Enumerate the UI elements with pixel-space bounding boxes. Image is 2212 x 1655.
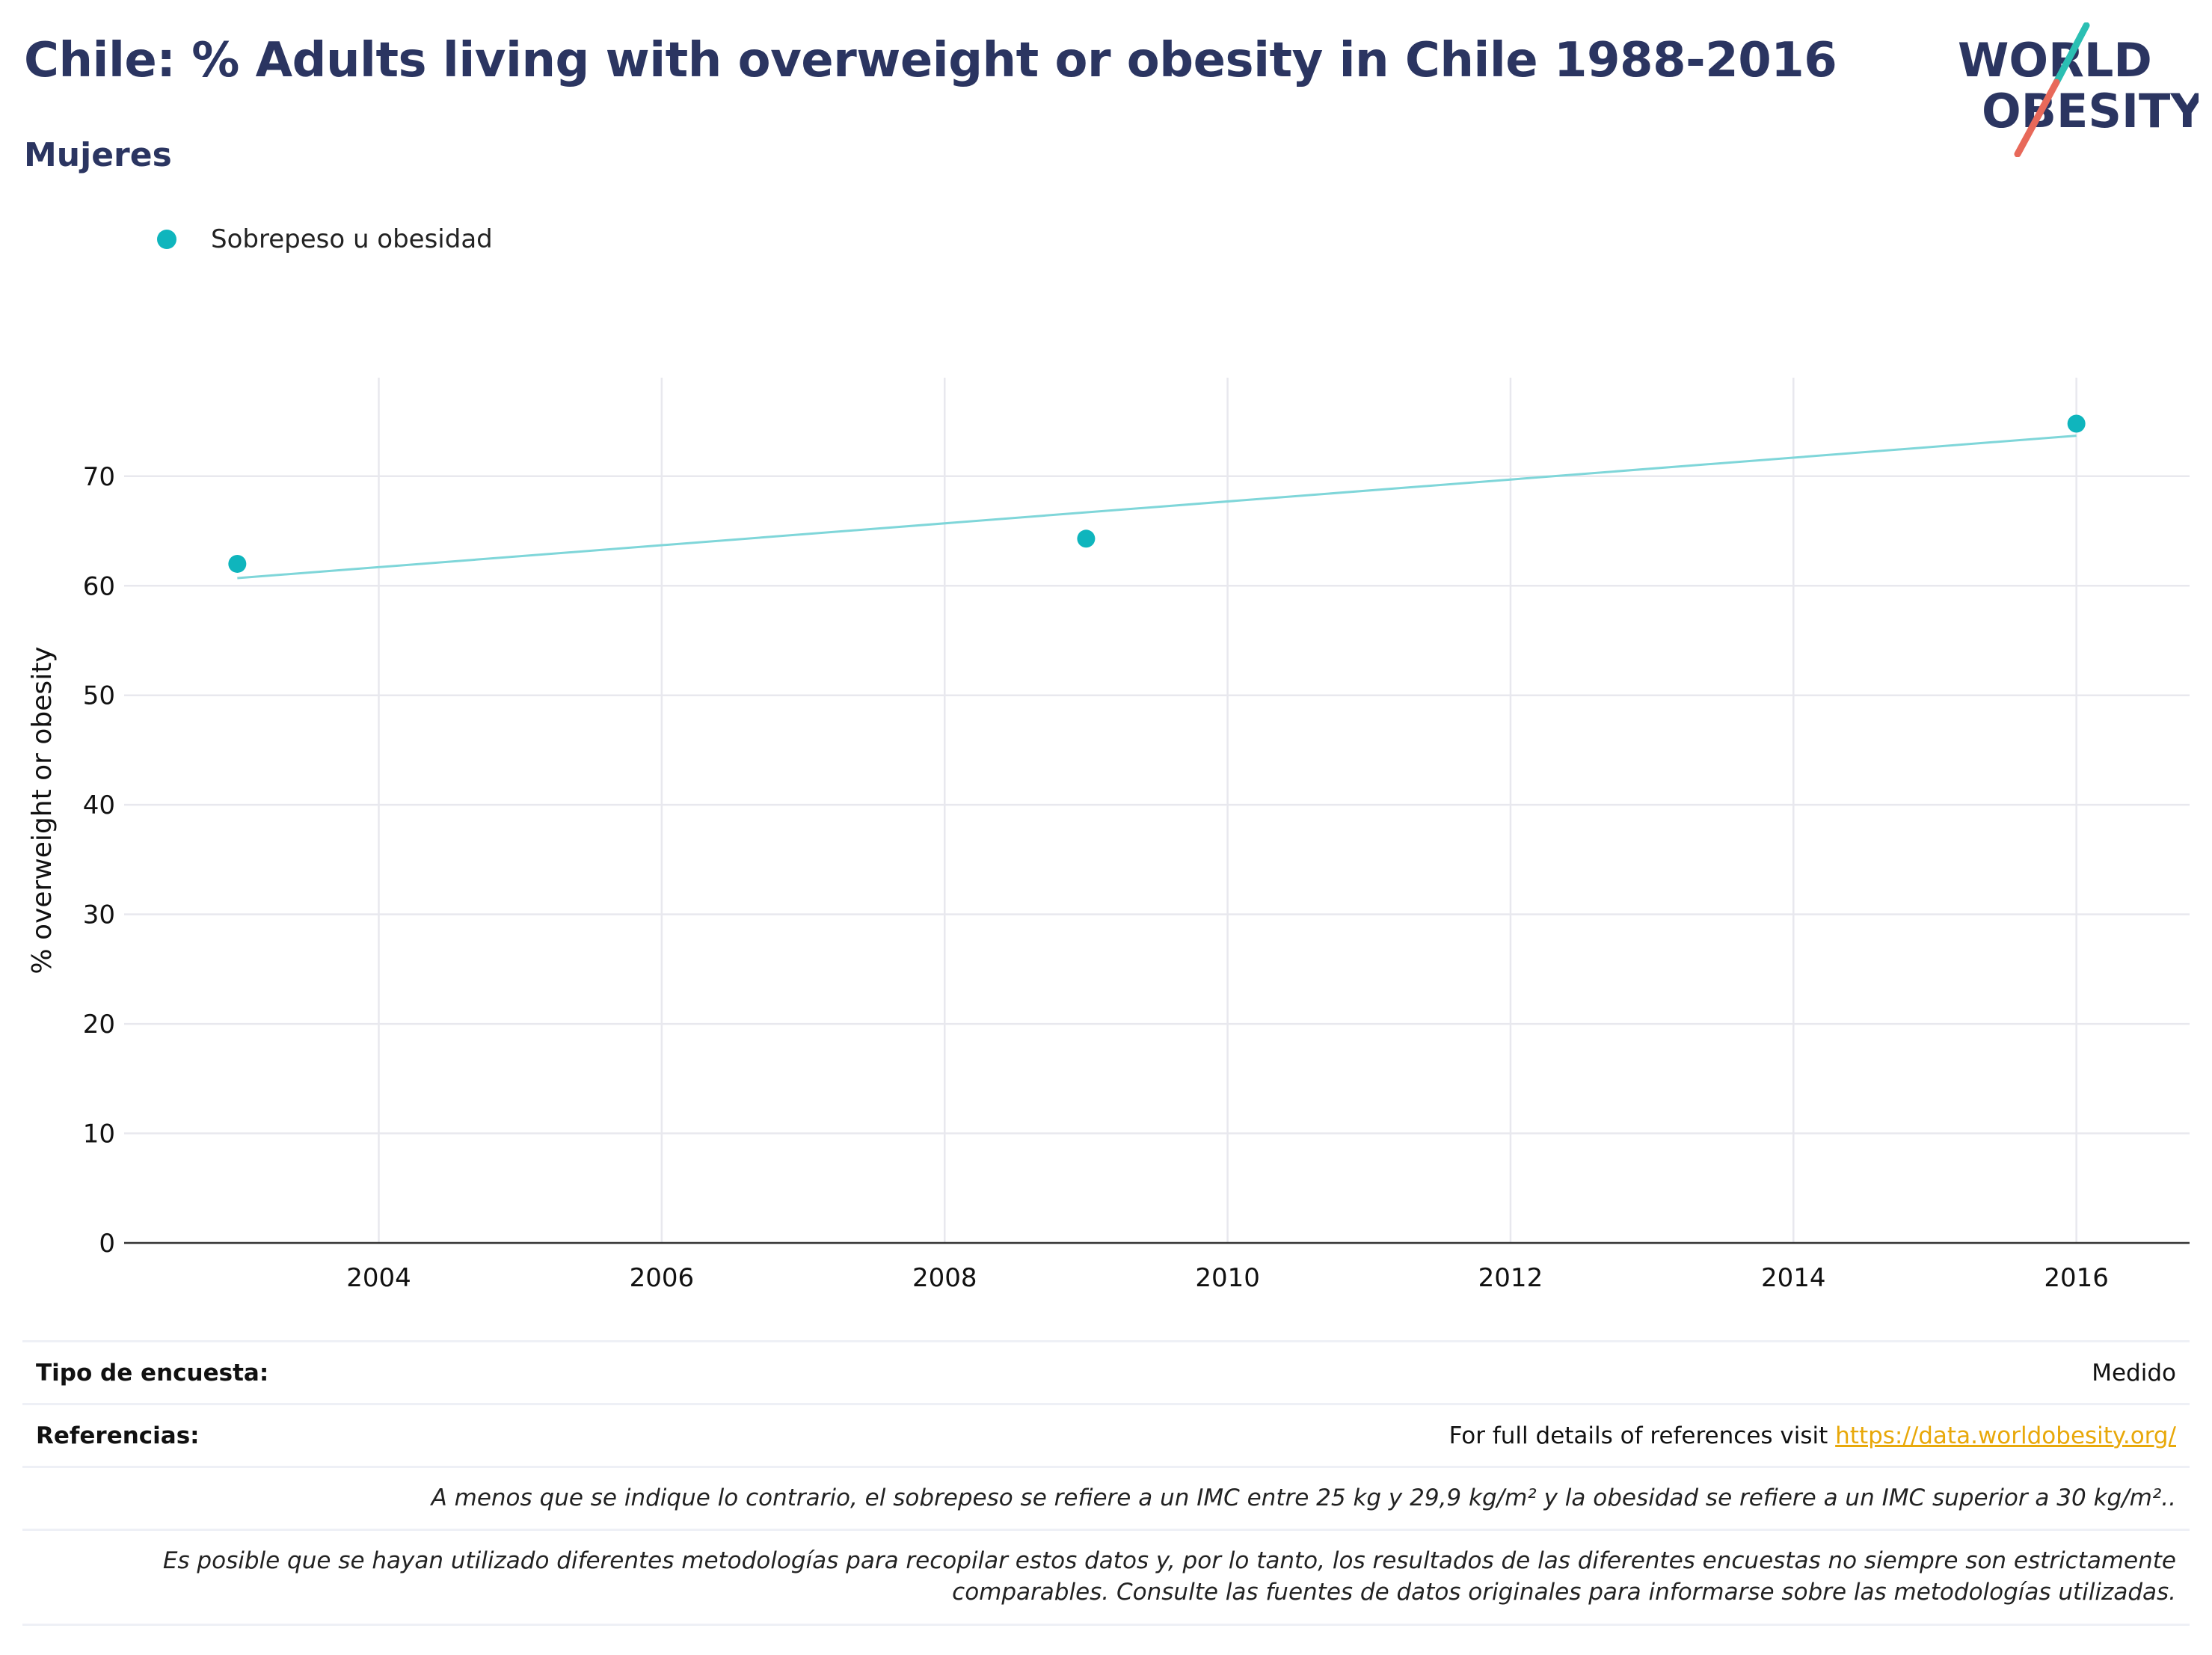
y-tick-label: 30 — [83, 900, 115, 930]
methodology-note: Es posible que se hayan utilizado difere… — [36, 1546, 2176, 1609]
y-tick-label: 50 — [83, 681, 115, 711]
logo-coral-slash — [2014, 79, 2060, 157]
data-point — [1077, 529, 1096, 548]
logo-word-obesity: OBESITY — [1982, 84, 2199, 138]
logo-teal-slash — [2053, 22, 2090, 86]
point-layer — [228, 414, 2086, 573]
scatter-chart: 0 10 20 30 40 50 60 70 2004 2006 2008 2010 2012 2014 2… — [27, 378, 2190, 1293]
grid-layer — [124, 378, 2190, 1243]
y-tick-label: 60 — [83, 571, 115, 601]
x-tick-label: 2014 — [1761, 1263, 1826, 1293]
y-tick-label: 0 — [99, 1229, 115, 1259]
survey-type-value: Medido — [2092, 1359, 2176, 1387]
y-tick-label: 70 — [83, 462, 115, 492]
references-row: Referencias: For full details of referen… — [22, 1403, 2190, 1466]
survey-type-label: Tipo de encuesta: — [36, 1359, 269, 1387]
y-tick-label: 40 — [83, 790, 115, 820]
world-obesity-logo: WORLD OBESITY — [1958, 22, 2199, 157]
legend-marker-icon — [157, 230, 176, 249]
references-label: Referencias: — [36, 1422, 200, 1449]
x-tick-label: 2010 — [1195, 1263, 1260, 1293]
y-tick-label: 10 — [83, 1120, 115, 1149]
references-value: For full details of references visit htt… — [1449, 1422, 2176, 1449]
y-axis-label: % overweight or obesity — [27, 646, 58, 974]
metadata-table: Tipo de encuesta: Medido Referencias: Fo… — [22, 1340, 2190, 1626]
x-tick-label: 2008 — [912, 1263, 977, 1293]
references-text: For full details of references visit — [1448, 1422, 1836, 1449]
legend-label: Sobrepeso u obesidad — [211, 224, 493, 254]
page-title: Chile: % Adults living with overweight o… — [24, 33, 1837, 88]
chart-legend[interactable]: Sobrepeso u obesidad — [157, 224, 493, 254]
methodology-note-line1: Es posible que se hayan utilizado difere… — [162, 1547, 2176, 1575]
page-subtitle: Mujeres — [24, 136, 172, 174]
bmi-note-row: A menos que se indique lo contrario, el … — [22, 1466, 2190, 1529]
y-tick-label: 20 — [83, 1010, 115, 1040]
x-tick-label: 2016 — [2044, 1263, 2109, 1293]
methodology-note-line2: comparables. Consulte las fuentes de dat… — [952, 1579, 2176, 1606]
x-tick-label: 2006 — [630, 1263, 695, 1293]
x-tick-label: 2004 — [346, 1263, 411, 1293]
axis-layer: 0 10 20 30 40 50 60 70 2004 2006 2008 2010 2012 2014 2… — [83, 462, 2190, 1293]
bmi-note: A menos que se indique lo contrario, el … — [431, 1484, 2176, 1511]
trendline — [237, 435, 2077, 580]
data-point — [228, 554, 247, 573]
data-point — [2067, 414, 2086, 433]
trend-layer — [237, 435, 2077, 580]
references-link[interactable]: https://data.worldobesity.org/ — [1835, 1422, 2176, 1449]
x-tick-label: 2012 — [1478, 1263, 1543, 1293]
survey-type-row: Tipo de encuesta: Medido — [22, 1340, 2190, 1403]
methodology-note-row: Es posible que se hayan utilizado difere… — [22, 1529, 2190, 1626]
